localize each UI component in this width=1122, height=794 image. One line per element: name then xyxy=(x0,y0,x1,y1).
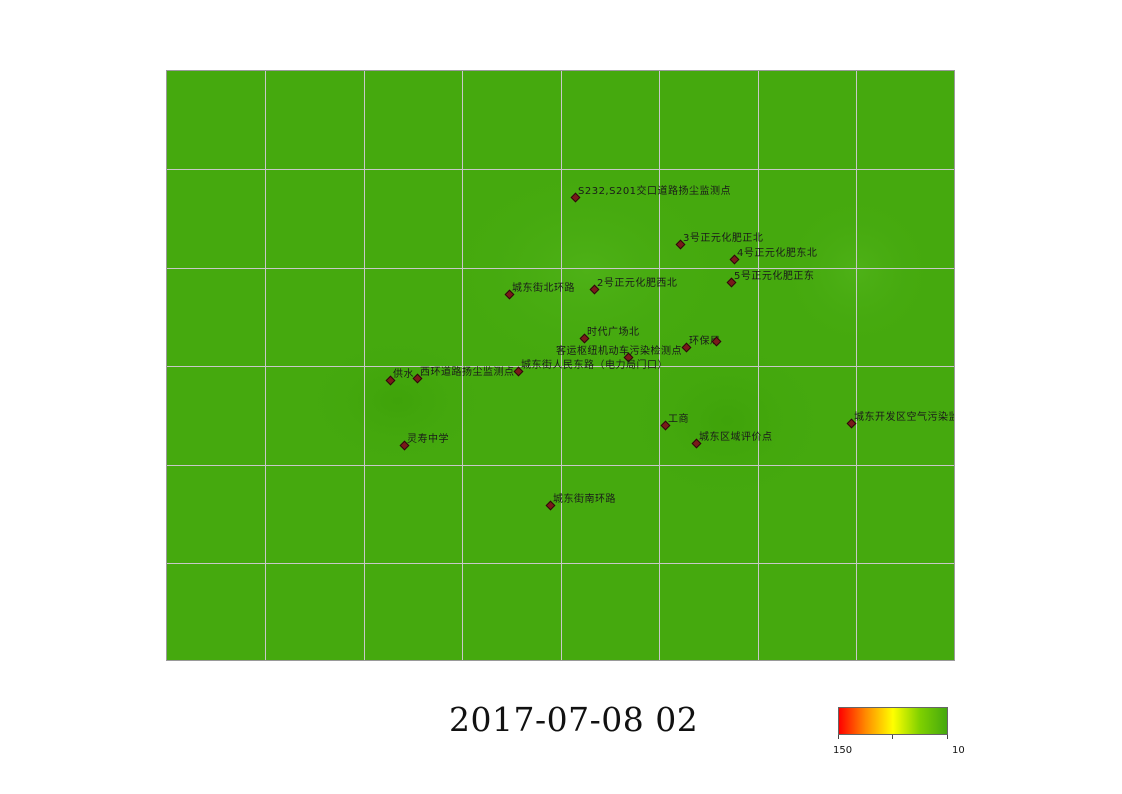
station-label: 5号正元化肥正东 xyxy=(734,271,815,282)
station-label: 城东开发区空气污染监测点 xyxy=(854,412,954,423)
station-label: S232,S201交口道路扬尘监测点 xyxy=(578,186,732,197)
legend-max-label: 10 xyxy=(952,745,965,756)
station-label: 4号正元化肥东北 xyxy=(737,248,818,259)
station-label: 灵寿中学 xyxy=(407,434,449,445)
map-surface xyxy=(167,71,954,660)
pollution-map: S232,S201交口道路扬尘监测点 3号正元化肥正北 4号正元化肥东北 5号正… xyxy=(166,70,955,661)
map-grid xyxy=(167,71,954,660)
field-patch xyxy=(437,161,737,381)
station-label: 城东街南环路 xyxy=(553,494,616,505)
station-label: 客运枢纽机动车污染检测点 xyxy=(556,346,682,357)
station-label: 城东街人民东路（电力局门口） xyxy=(521,360,668,371)
station-label: 城东街北环路 xyxy=(512,283,575,294)
map-timestamp: 2017-07-08 02 xyxy=(449,700,699,739)
legend-min-label: 150 xyxy=(833,745,853,756)
field-patch xyxy=(617,331,837,511)
field-patch xyxy=(297,331,497,471)
station-label: 城东区域评价点 xyxy=(699,432,773,443)
station-label: 时代广场北 xyxy=(587,327,640,338)
station-label: 供水 xyxy=(393,369,414,380)
station-label: 西环道路扬尘监测点 xyxy=(420,367,515,378)
station-label: 3号正元化肥正北 xyxy=(683,233,764,244)
station-label: 工商 xyxy=(668,414,689,425)
legend-tick xyxy=(892,735,893,739)
station-label: 2号正元化肥西北 xyxy=(597,278,678,289)
color-scale-legend xyxy=(838,707,948,735)
legend-tick xyxy=(838,735,839,739)
legend-tick xyxy=(947,735,948,739)
station-label: 环保局 xyxy=(689,336,721,347)
